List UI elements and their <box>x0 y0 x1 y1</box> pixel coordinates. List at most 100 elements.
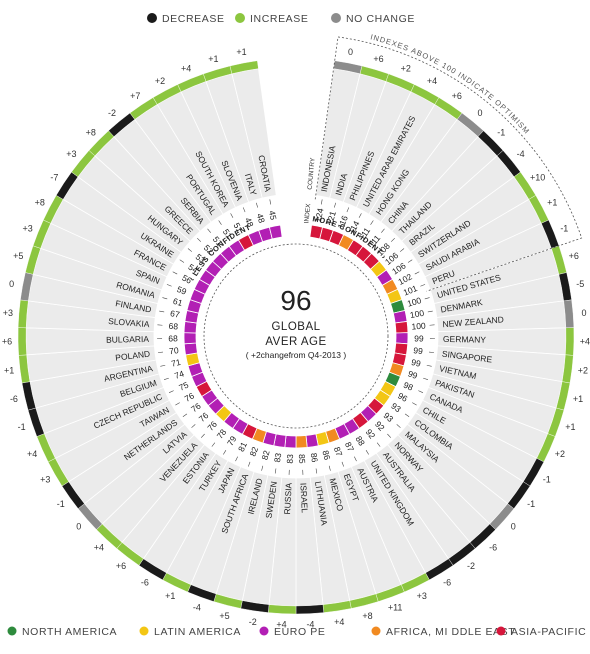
change-strip <box>17 327 27 356</box>
label-separator <box>354 456 357 462</box>
change-label: +10 <box>530 172 545 182</box>
label-separator <box>175 402 180 406</box>
change-label: -2 <box>249 617 257 627</box>
index-label: 100 <box>409 308 425 320</box>
index-label: 45 <box>267 210 279 221</box>
label-separator <box>179 259 185 263</box>
change-label: -1 <box>543 475 551 485</box>
change-label: -7 <box>50 172 58 182</box>
label-separator <box>269 199 272 205</box>
change-label: -4 <box>306 620 314 630</box>
change-label: -4 <box>517 149 525 159</box>
change-label: +3 <box>417 591 427 601</box>
region-segment <box>183 342 198 356</box>
change-legend: DECREASE INCREASE NO CHANGE <box>147 13 414 25</box>
label-separator <box>162 297 168 300</box>
label-separator <box>230 213 234 218</box>
legend-swatch <box>259 626 269 636</box>
index-label: 121 <box>324 210 338 227</box>
change-label: 0 <box>511 522 516 532</box>
label-separator <box>387 433 392 438</box>
region-segment <box>284 435 297 449</box>
country-label: GERMANY <box>443 334 486 345</box>
index-label: 67 <box>169 308 180 320</box>
label-separator <box>423 377 429 381</box>
index-label: 87 <box>343 440 356 453</box>
region-segment <box>268 224 283 240</box>
index-label: 87 <box>332 445 345 458</box>
change-label: -2 <box>108 108 116 118</box>
country-label: RUSSIA <box>282 482 294 514</box>
change-label: +7 <box>130 91 140 101</box>
country-label: SLOVAKIA <box>108 316 150 329</box>
legend-label: LATIN AMERICA <box>154 626 241 638</box>
change-label: +4 <box>94 542 104 552</box>
change-label: +8 <box>35 197 45 207</box>
change-label: +4 <box>276 620 286 630</box>
label-separator <box>274 468 277 474</box>
legend-label: DECREASE <box>162 13 225 25</box>
index-label: 48 <box>243 216 256 229</box>
legend-label: INCREASE <box>250 13 308 25</box>
change-label: +6 <box>116 561 126 571</box>
region-segment <box>295 435 308 449</box>
label-separator <box>424 297 430 300</box>
label-separator <box>341 461 344 467</box>
change-label: +1 <box>565 422 575 432</box>
country-label: BULGARIA <box>106 334 150 345</box>
label-separator <box>328 465 331 471</box>
region-segment <box>183 332 197 345</box>
label-separator <box>160 364 166 367</box>
change-label: +2 <box>555 449 565 459</box>
change-label: +4 <box>334 617 344 627</box>
change-label: +4 <box>580 337 590 347</box>
label-separator <box>207 228 211 233</box>
label-separator <box>166 284 172 287</box>
label-separator <box>346 207 350 213</box>
label-separator <box>157 351 163 353</box>
label-separator <box>358 213 362 218</box>
index-label: 81 <box>236 440 249 453</box>
index-label: 74 <box>173 368 185 381</box>
change-label: +11 <box>388 602 403 612</box>
legend-swatch <box>371 626 381 636</box>
label-separator <box>333 202 336 208</box>
change-label: -4 <box>193 602 201 612</box>
index-label: 68 <box>168 321 178 332</box>
label-separator <box>182 413 188 418</box>
change-label: +2 <box>155 76 165 86</box>
index-label: 61 <box>172 296 184 308</box>
change-label: -1 <box>497 128 505 138</box>
label-separator <box>242 207 246 213</box>
region-segment <box>305 433 319 448</box>
label-separator <box>256 202 259 208</box>
label-separator <box>390 237 395 242</box>
index-label: 99 <box>413 345 424 356</box>
change-label: 0 <box>9 279 14 289</box>
change-label: -6 <box>141 577 149 587</box>
change-label: +3 <box>40 475 50 485</box>
legend-label: AFRICA, MI DDLE EAST <box>386 626 515 638</box>
change-label: +5 <box>13 251 23 261</box>
change-label: -6 <box>489 542 497 552</box>
label-separator <box>159 310 165 313</box>
label-separator <box>223 450 227 455</box>
global-average-change-note: ( +2changefrom Q4-2013 ) <box>246 350 347 360</box>
index-label: 86 <box>309 452 320 463</box>
change-label: +2 <box>401 64 411 74</box>
change-strip <box>229 60 259 74</box>
label-separator <box>396 424 401 428</box>
country-header: COUNTRY <box>307 157 317 190</box>
change-label: +5 <box>219 611 229 621</box>
change-label: +1 <box>573 394 583 404</box>
legend-label: ASIA-PACIFIC <box>511 626 586 638</box>
change-label: +3 <box>23 224 33 234</box>
index-label: 56 <box>180 273 193 286</box>
region-segment <box>183 320 198 334</box>
legend-label: NORTH AMERICA <box>22 626 117 638</box>
label-separator <box>187 248 193 252</box>
change-label: 0 <box>477 108 482 118</box>
index-label: 116 <box>336 214 351 231</box>
label-separator <box>427 310 433 313</box>
